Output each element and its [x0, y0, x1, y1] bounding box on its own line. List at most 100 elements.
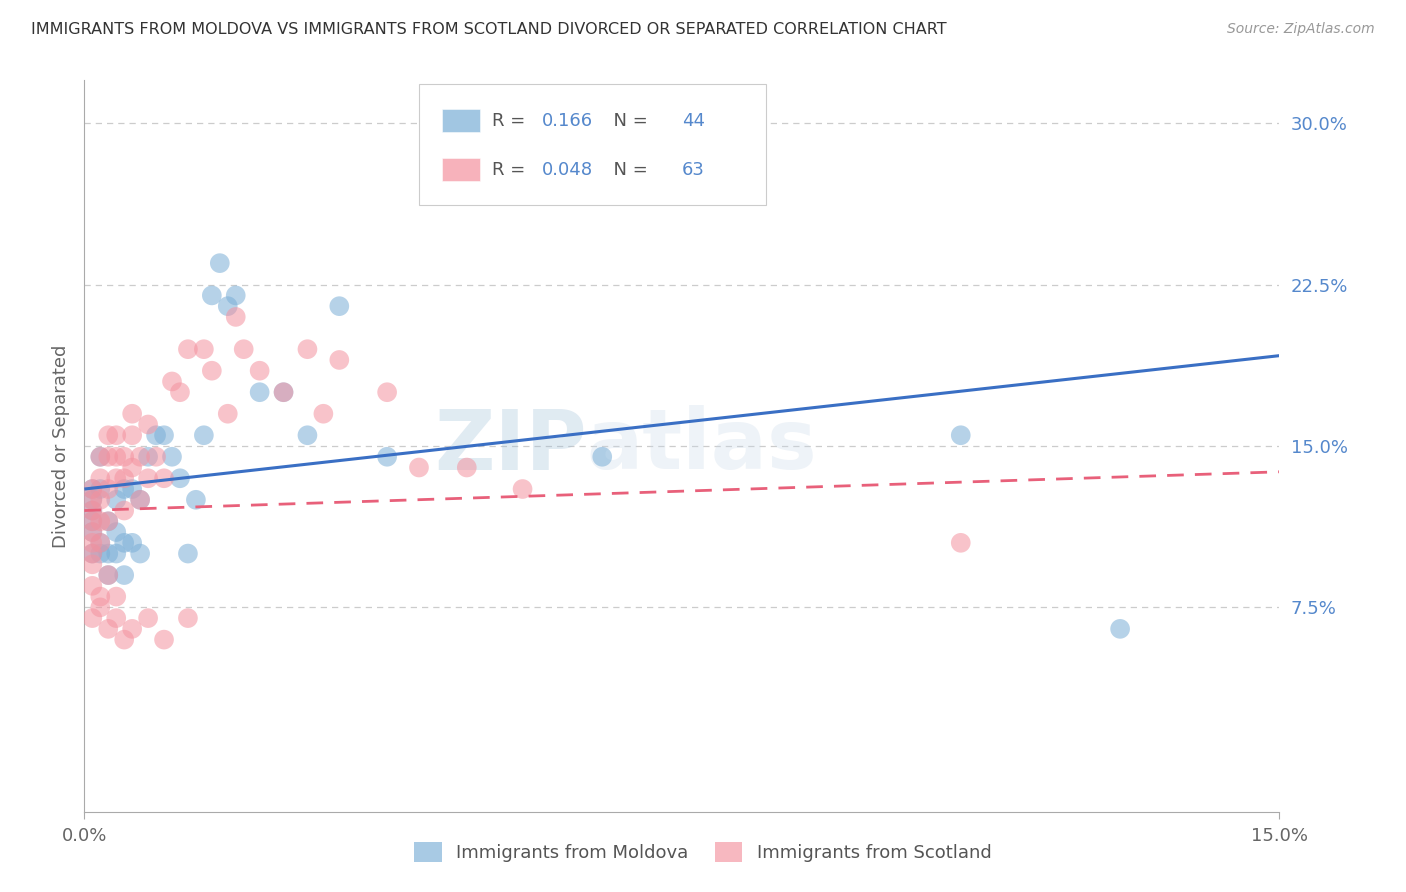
Point — [82, 536, 104, 550]
Point — [225, 310, 247, 324]
Point — [112, 632, 135, 647]
Point — [145, 450, 167, 464]
Point — [160, 450, 183, 464]
Point — [193, 428, 215, 442]
Point — [97, 482, 120, 496]
Point — [89, 514, 111, 528]
Point — [82, 492, 104, 507]
Point — [153, 428, 176, 442]
Point — [82, 482, 104, 496]
Text: 44: 44 — [682, 112, 704, 129]
Point — [136, 417, 159, 432]
Point — [217, 299, 239, 313]
Point — [177, 342, 200, 356]
Text: Source: ZipAtlas.com: Source: ZipAtlas.com — [1227, 22, 1375, 37]
Y-axis label: Divorced or Separated: Divorced or Separated — [52, 344, 70, 548]
Point — [82, 482, 104, 496]
Point — [82, 524, 104, 539]
Point — [297, 342, 319, 356]
Point — [89, 600, 111, 615]
Point — [375, 450, 398, 464]
Point — [949, 536, 972, 550]
Text: 0.166: 0.166 — [543, 112, 593, 129]
Text: atlas: atlas — [586, 406, 817, 486]
Point — [97, 514, 120, 528]
Point — [89, 482, 111, 496]
Text: ZIP: ZIP — [434, 406, 586, 486]
Point — [82, 503, 104, 517]
Text: N =: N = — [602, 161, 654, 178]
Point — [105, 450, 128, 464]
Point — [97, 568, 120, 582]
Point — [225, 288, 247, 302]
Point — [375, 385, 398, 400]
Point — [97, 450, 120, 464]
Point — [82, 579, 104, 593]
Point — [297, 428, 319, 442]
Point — [512, 482, 534, 496]
Point — [105, 471, 128, 485]
Point — [121, 536, 143, 550]
Point — [105, 611, 128, 625]
Point — [273, 385, 295, 400]
Point — [112, 568, 135, 582]
Text: R =: R = — [492, 161, 531, 178]
Point — [145, 428, 167, 442]
Point — [249, 385, 271, 400]
Point — [129, 450, 152, 464]
FancyBboxPatch shape — [419, 84, 766, 204]
Text: 63: 63 — [682, 161, 704, 178]
Point — [105, 524, 128, 539]
Text: 0.048: 0.048 — [543, 161, 593, 178]
Point — [169, 385, 191, 400]
Point — [328, 353, 350, 368]
Point — [82, 547, 104, 561]
Point — [89, 547, 111, 561]
Point — [82, 547, 104, 561]
Point — [97, 622, 120, 636]
Point — [949, 428, 972, 442]
Point — [121, 407, 143, 421]
Point — [121, 460, 143, 475]
Point — [312, 407, 335, 421]
Point — [89, 590, 111, 604]
Point — [136, 471, 159, 485]
Point — [591, 450, 613, 464]
Point — [217, 407, 239, 421]
Point — [169, 471, 191, 485]
Point — [82, 514, 104, 528]
Point — [112, 503, 135, 517]
Point — [273, 385, 295, 400]
Point — [82, 514, 104, 528]
Point — [112, 536, 135, 550]
Point — [97, 547, 120, 561]
Point — [1109, 622, 1132, 636]
Point — [105, 547, 128, 561]
Point — [89, 536, 111, 550]
Point — [153, 632, 176, 647]
Point — [89, 450, 111, 464]
Point — [82, 558, 104, 572]
Point — [89, 450, 111, 464]
Point — [129, 492, 152, 507]
Point — [112, 482, 135, 496]
Point — [408, 460, 430, 475]
Point — [201, 364, 224, 378]
Point — [121, 622, 143, 636]
Point — [208, 256, 231, 270]
Point — [89, 471, 111, 485]
Point — [232, 342, 254, 356]
Text: IMMIGRANTS FROM MOLDOVA VS IMMIGRANTS FROM SCOTLAND DIVORCED OR SEPARATED CORREL: IMMIGRANTS FROM MOLDOVA VS IMMIGRANTS FR… — [31, 22, 946, 37]
Point — [193, 342, 215, 356]
FancyBboxPatch shape — [441, 158, 479, 181]
Point — [121, 482, 143, 496]
Point — [105, 590, 128, 604]
Point — [112, 450, 135, 464]
Point — [647, 159, 669, 173]
FancyBboxPatch shape — [441, 109, 479, 132]
Point — [201, 288, 224, 302]
Point — [129, 492, 152, 507]
Text: R =: R = — [492, 112, 531, 129]
Point — [136, 611, 159, 625]
Point — [97, 428, 120, 442]
